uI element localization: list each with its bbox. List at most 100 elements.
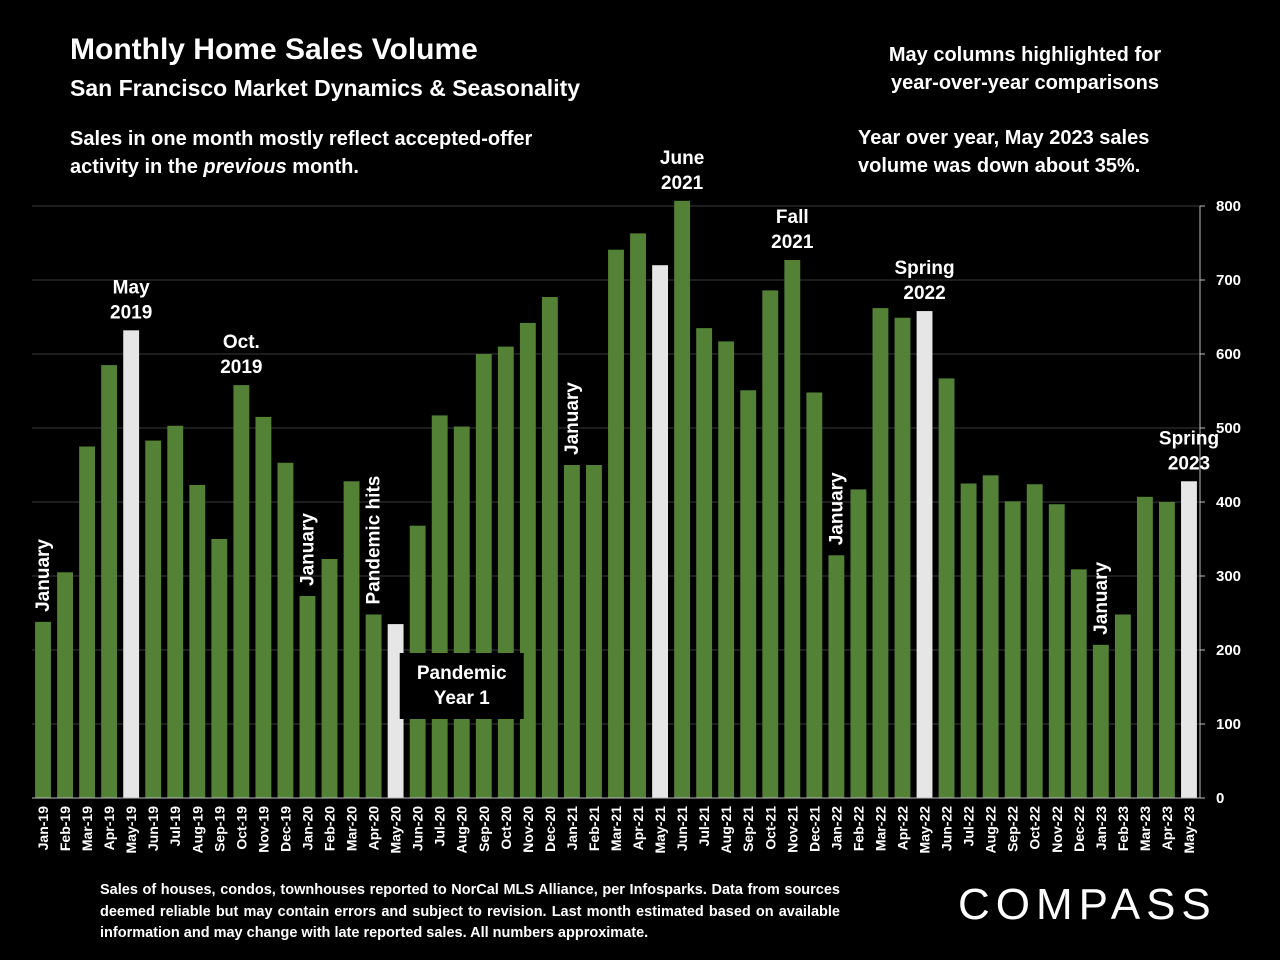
- annotation-label: Fall: [776, 207, 809, 228]
- bar: [718, 341, 735, 798]
- y-tick-label: 500: [1216, 420, 1241, 437]
- bar: [1136, 496, 1153, 798]
- bar: [960, 483, 977, 798]
- annotation-label: 2019: [220, 357, 262, 378]
- x-tick-label: Aug-21: [718, 806, 734, 854]
- x-tick-label: Dec-21: [806, 806, 822, 852]
- x-tick-label: Sep-21: [740, 806, 756, 852]
- x-tick-label: Mar-20: [344, 806, 360, 851]
- bar-highlight: [916, 311, 933, 798]
- x-tick-label: Nov-20: [520, 806, 536, 853]
- chart-title: Monthly Home Sales Volume: [70, 33, 478, 66]
- note-left-emphasis: previous: [203, 156, 287, 178]
- note-left-b: month.: [292, 156, 359, 178]
- x-tick-label: Mar-23: [1137, 806, 1153, 851]
- x-tick-label: Jul-22: [961, 806, 977, 847]
- annotation-label: 2021: [661, 173, 704, 194]
- bar: [586, 465, 602, 798]
- x-tick-label: Oct-20: [498, 806, 514, 850]
- x-tick-label: Jan-21: [564, 806, 580, 851]
- bar: [696, 328, 713, 798]
- bar: [497, 346, 514, 798]
- x-tick-label: Sep-22: [1005, 806, 1021, 852]
- x-tick-label: Jun-20: [410, 806, 426, 851]
- bars: [35, 200, 1197, 798]
- annotation-label: Oct.: [223, 332, 260, 353]
- bar: [806, 392, 823, 798]
- bar: [321, 558, 338, 798]
- boxed-label-background: [399, 653, 524, 719]
- y-tick-label: 200: [1216, 642, 1241, 659]
- x-tick-label: May-23: [1181, 806, 1197, 854]
- annotations: May 2019 Oct. 2019 June 2021 Fall 2021 Spring 202…: [33, 148, 1219, 719]
- x-tick-label: Apr-19: [101, 806, 117, 851]
- x-tick-label: Feb-22: [850, 806, 866, 851]
- bar: [850, 489, 867, 798]
- bar: [233, 385, 250, 798]
- x-axis: Jan-19 Feb-19 Mar-19 Apr-19 May-19 Jun-19 Jul-…: [32, 797, 1200, 854]
- bar: [938, 378, 955, 798]
- x-tick-label: Feb-19: [57, 806, 73, 851]
- boxed-label-text: Year 1: [434, 688, 490, 709]
- bar: [828, 555, 845, 798]
- x-tick-label: Jun-21: [674, 806, 690, 851]
- bar: [608, 249, 624, 798]
- x-tick-label: Apr-20: [366, 806, 382, 851]
- bar: [1159, 502, 1175, 798]
- y-tick-label: 0: [1216, 790, 1224, 807]
- x-tick-label: Apr-21: [630, 806, 646, 851]
- bar: [630, 233, 646, 798]
- note-left-a: Sales in one month mostly reflect accept…: [70, 128, 533, 178]
- annotation-label: June: [660, 148, 704, 169]
- x-tick-label: Sep-20: [476, 806, 492, 852]
- bar: [563, 465, 580, 798]
- bar-highlight: [387, 624, 404, 798]
- bar: [79, 446, 96, 798]
- y-axis: 0 100 200 300 400 500 600 700 800: [1199, 198, 1241, 807]
- y-tick-label: 300: [1216, 568, 1241, 585]
- x-tick-label: Mar-22: [872, 806, 888, 851]
- x-tick-label: Oct-22: [1027, 806, 1043, 850]
- annotation-label-rotated: January: [297, 513, 318, 586]
- bar: [1026, 484, 1043, 798]
- x-tick-label: May-21: [652, 806, 668, 854]
- bar: [299, 595, 316, 798]
- y-tick-label: 400: [1216, 494, 1241, 511]
- x-tick-label: Feb-20: [322, 806, 338, 851]
- bar: [762, 290, 779, 798]
- bar: [277, 462, 294, 798]
- note-yoy: Year over year, May 2023 sales volume wa…: [858, 127, 1150, 177]
- bar: [740, 390, 757, 798]
- bar: [343, 481, 360, 798]
- bar-highlight: [123, 330, 140, 798]
- x-tick-label: Nov-19: [255, 806, 271, 853]
- x-tick-label: Mar-21: [608, 806, 624, 851]
- bar: [453, 426, 470, 798]
- bar-highlight: [652, 265, 669, 798]
- x-tick-label: Jul-21: [696, 806, 712, 847]
- annotation-label: 2021: [771, 232, 814, 253]
- bar: [189, 484, 206, 798]
- bar: [101, 365, 118, 798]
- x-tick-label: Jun-22: [939, 806, 955, 851]
- x-tick-label: Jan-19: [35, 806, 51, 851]
- note-left: Sales in one month mostly reflect accept…: [70, 125, 540, 181]
- boxed-label-text: Pandemic: [417, 663, 507, 684]
- bar: [982, 475, 999, 798]
- bar: [57, 572, 73, 798]
- bar-highlight: [1181, 481, 1197, 798]
- bar: [872, 308, 889, 798]
- bar: [145, 440, 162, 798]
- annotation-label-rotated: January: [826, 472, 847, 545]
- x-tick-label: May-22: [917, 806, 933, 854]
- x-tick-label: Aug-19: [189, 806, 205, 854]
- annotation-label-rotated: January: [33, 539, 54, 612]
- bar: [1070, 569, 1087, 798]
- x-tick-label: Jul-19: [167, 806, 183, 847]
- x-tick-label: Dec-20: [542, 806, 558, 852]
- annotation-label: Spring: [894, 258, 954, 279]
- x-tick-label: Dec-22: [1071, 806, 1087, 852]
- bar: [167, 425, 184, 798]
- chart-subtitle: San Francisco Market Dynamics & Seasonal…: [70, 75, 581, 101]
